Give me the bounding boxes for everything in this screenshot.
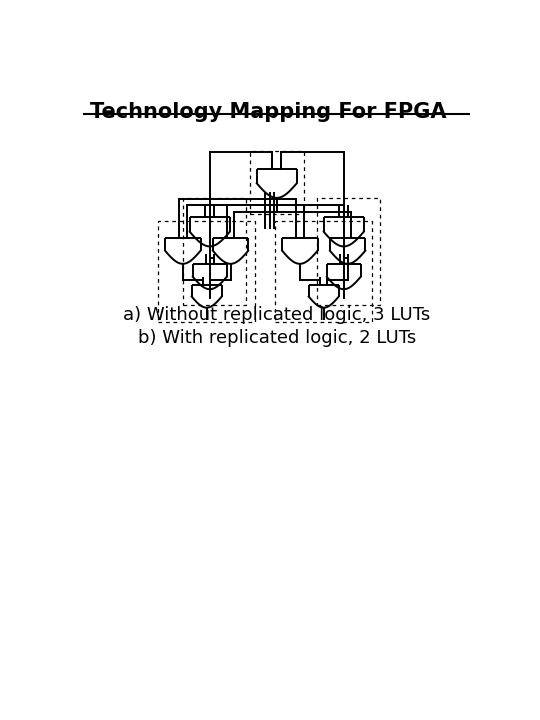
Bar <box>250 151 303 214</box>
Text: Technology Mapping For FPGA: Technology Mapping For FPGA <box>90 102 447 122</box>
Bar <box>275 221 372 323</box>
Bar <box>183 198 246 305</box>
Text: b) With replicated logic, 2 LUTs: b) With replicated logic, 2 LUTs <box>138 329 416 347</box>
Bar <box>158 221 255 323</box>
Text: a) Without replicated logic, 3 LUTs: a) Without replicated logic, 3 LUTs <box>123 306 430 324</box>
Bar <box>317 198 380 305</box>
